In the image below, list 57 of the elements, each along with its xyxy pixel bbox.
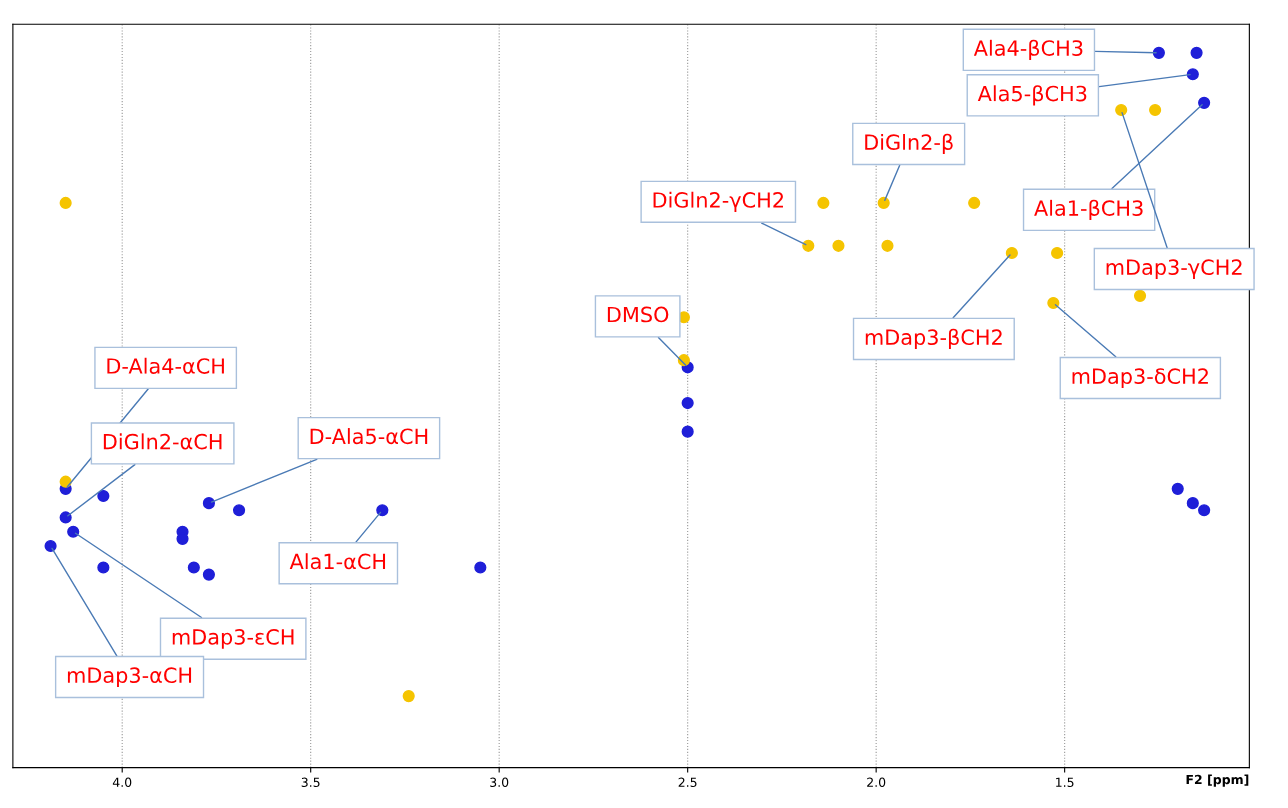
annotation: mDap3-γCH2 [1106, 259, 1242, 280]
point [802, 239, 815, 252]
point [681, 396, 694, 410]
annotation: DMSO [607, 306, 669, 323]
annotation: Ala1-αCH [289, 553, 386, 570]
annotation: DiGln2-αCH [103, 433, 222, 450]
point [1190, 46, 1203, 59]
annotation: DiGln2-β [865, 133, 953, 155]
point [1171, 482, 1184, 495]
x-tick-label: 2.5 [678, 777, 697, 787]
point [402, 690, 415, 703]
point [59, 196, 72, 210]
point [202, 568, 215, 581]
point [1186, 68, 1199, 81]
point [1133, 289, 1147, 302]
point [44, 539, 57, 553]
point [1186, 497, 1199, 510]
point [59, 475, 72, 488]
point [881, 239, 894, 252]
annotation: Ala5-βCH3 [977, 85, 1087, 106]
point [1005, 246, 1018, 260]
point [97, 561, 110, 574]
x-tick-label: 4.0 [112, 777, 132, 787]
point [97, 489, 110, 503]
point [1149, 103, 1162, 117]
point [1047, 296, 1060, 310]
point [202, 497, 215, 510]
annotation: mDap3-εCH [172, 629, 294, 649]
point [474, 561, 487, 574]
x-tick-label: 3.0 [490, 777, 509, 787]
point [1115, 103, 1128, 117]
point [1198, 504, 1211, 517]
point [681, 425, 694, 438]
annotation: D-Ala4-αCH [107, 357, 224, 374]
x-tick-label: 3.5 [301, 777, 320, 787]
x-tick-label: 1.5 [1056, 777, 1074, 787]
point [376, 504, 389, 517]
annotation: Ala1-βCH3 [1034, 199, 1143, 221]
point [968, 196, 981, 210]
point [877, 196, 890, 210]
point [1051, 246, 1064, 260]
x-tick-label: 2.0 [867, 777, 886, 787]
annotation: D-Ala5-αCH [310, 428, 428, 445]
annotation: mDap3-βCH2 [865, 328, 1002, 350]
point [67, 525, 80, 538]
point [59, 511, 72, 524]
point [832, 239, 845, 252]
point [1198, 96, 1211, 109]
point [187, 561, 200, 574]
annotation: DiGln2-γCH2 [653, 191, 783, 212]
x-axis-title: F2 [ppm] [1186, 774, 1249, 787]
point [1152, 46, 1165, 59]
annotation: mDap3-δCH2 [1072, 368, 1208, 389]
annotation: mDap3-αCH [67, 667, 192, 688]
annotation: Ala4-βCH3 [973, 39, 1083, 60]
point [232, 504, 246, 517]
point [817, 196, 830, 210]
